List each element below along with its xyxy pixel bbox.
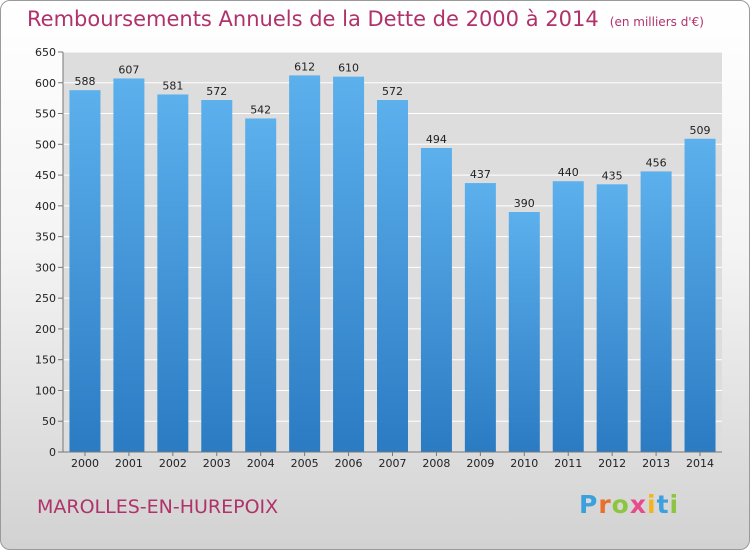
y-tick-label: 650 [35,46,56,59]
x-tick-label: 2008 [422,457,450,470]
data-label: 437 [470,168,491,181]
data-label: 612 [294,60,315,73]
y-tick-label: 250 [35,292,56,305]
bar [464,183,496,453]
data-label: 572 [206,85,227,98]
logo-letter: r [598,490,612,519]
data-label: 390 [514,197,535,210]
logo-letter: x [629,490,647,519]
x-tick-label: 2004 [247,457,275,470]
x-tick-label: 2009 [466,457,494,470]
y-tick-label: 200 [35,323,56,336]
data-label: 494 [426,133,447,146]
bar [420,148,452,452]
x-tick-label: 2012 [598,457,626,470]
x-axis-ticks: 2000 2001 2002 2003 2004 2005 2006 2007 2008 2009… [71,452,714,470]
proxiti-logo: Proxiti [579,490,679,519]
y-tick-label: 550 [35,108,56,121]
x-tick-label: 2007 [379,457,407,470]
chart-title: Remboursements Annuels de la Dette de 20… [27,7,704,31]
data-label: 607 [118,63,139,76]
data-label: 435 [602,169,623,182]
bar [289,75,321,452]
logo-letter: i [647,490,657,519]
x-tick-label: 2013 [642,457,670,470]
bars [69,75,716,453]
chart-title-unit: (en milliers d'€) [609,15,704,29]
commune-name: MAROLLES-EN-HUREPOIX [37,496,279,518]
x-tick-label: 2005 [291,457,319,470]
x-tick-label: 2006 [335,457,363,470]
x-tick-label: 2003 [203,457,231,470]
bar [596,184,628,453]
y-tick-label: 50 [42,415,56,428]
data-label: 456 [646,156,667,169]
x-tick-label: 2001 [115,457,143,470]
x-tick-label: 2014 [686,457,714,470]
y-tick-label: 600 [35,77,56,90]
data-label: 509 [690,124,711,137]
data-label: 542 [250,103,271,116]
logo-letter: t [656,490,670,519]
x-tick-label: 2002 [159,457,187,470]
y-tick-label: 500 [35,138,56,151]
x-tick-label: 2010 [510,457,538,470]
y-axis-ticks: 0 50 100 150 200 250 300 350 400 450 500 550 600 650 [35,46,63,459]
data-label: 572 [382,85,403,98]
bar [640,171,672,452]
bar [69,90,101,453]
bar [201,100,233,452]
logo-letter: o [611,490,630,519]
x-tick-label: 2000 [71,457,99,470]
bar [113,78,145,452]
bar [508,212,540,452]
logo-letter: P [579,490,599,519]
bar [157,94,189,452]
bar [333,76,365,452]
data-label: 581 [162,79,183,92]
bar [552,181,584,452]
data-label: 610 [338,62,359,75]
y-tick-label: 100 [35,384,56,397]
bar [684,138,716,452]
bar [377,100,408,452]
data-label: 588 [74,75,95,88]
x-tick-label: 2011 [554,457,582,470]
data-label: 440 [558,166,579,179]
bar [245,118,277,452]
y-tick-label: 0 [49,446,56,459]
data-labels: 588 607 581 572 542 612 610 572 494 437 390 440 435 4… [74,60,710,210]
y-tick-label: 450 [35,169,56,182]
y-tick-label: 300 [35,261,56,274]
logo-letter: i [669,490,680,519]
chart-title-main: Remboursements Annuels de la Dette de 20… [27,7,599,31]
y-tick-label: 150 [35,354,56,367]
y-tick-label: 400 [35,200,56,213]
y-tick-label: 350 [35,231,56,244]
